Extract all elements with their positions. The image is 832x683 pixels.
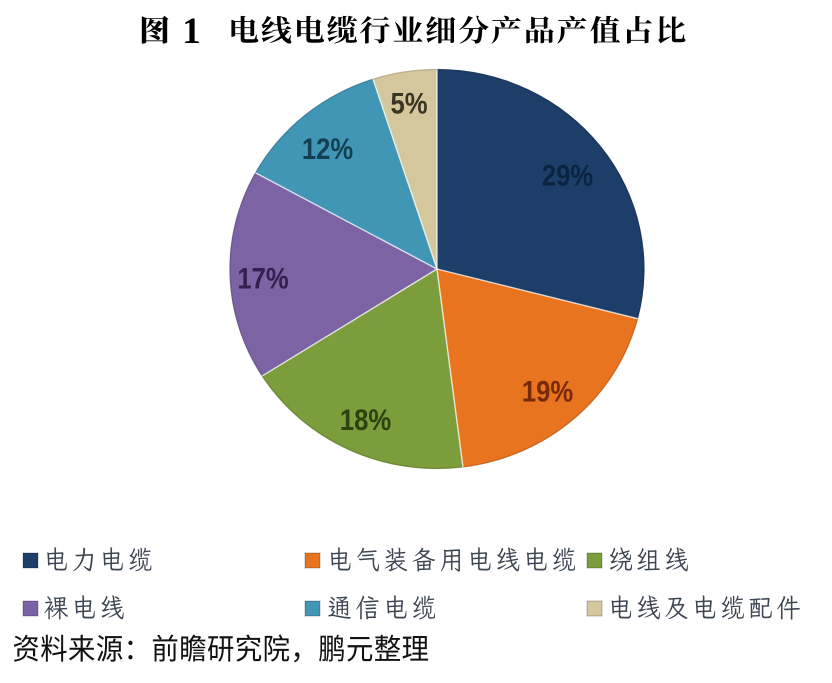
svg-text:12%: 12%	[302, 132, 353, 165]
svg-text:18%: 18%	[340, 403, 391, 436]
svg-text:5%: 5%	[390, 87, 427, 120]
svg-text:17%: 17%	[237, 262, 288, 295]
svg-text:1: 1	[182, 11, 201, 52]
svg-text:19%: 19%	[522, 375, 573, 408]
svg-text:29%: 29%	[542, 159, 593, 192]
